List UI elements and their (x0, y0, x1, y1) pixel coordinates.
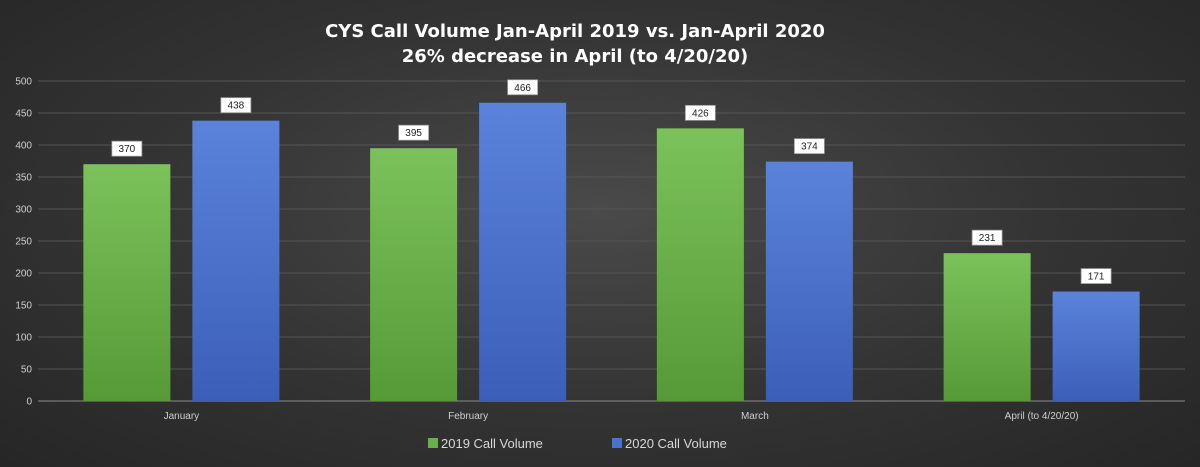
data-label: 231 (979, 233, 996, 244)
y-tick-label: 250 (15, 237, 32, 248)
data-label-box (507, 79, 539, 96)
y-tick-label: 300 (15, 205, 32, 216)
legend-swatch (428, 438, 438, 448)
bar-2019-0 (83, 164, 171, 401)
x-tick-label: January (164, 411, 200, 422)
chart-title: CYS Call Volume Jan-April 2019 vs. Jan-A… (325, 21, 825, 42)
data-label-box (793, 138, 825, 155)
bar-2020-1 (479, 102, 567, 401)
y-tick-label: 100 (15, 333, 32, 344)
y-axis: 0 50 100 150 200 250 300 350 400 450 500 (15, 77, 32, 408)
bar-2020-2 (765, 161, 853, 401)
y-tick-label: 500 (15, 77, 32, 88)
bar-2019-2 (656, 128, 744, 402)
legend-swatch (612, 438, 622, 448)
data-label-box (398, 124, 430, 141)
y-tick-label: 350 (15, 173, 32, 184)
y-tick-label: 450 (15, 109, 32, 120)
y-tick-label: 400 (15, 141, 32, 152)
bar-2020-0 (192, 120, 280, 402)
data-label: 374 (801, 142, 818, 153)
legend-label: 2019 Call Volume (441, 436, 543, 451)
data-label: 370 (119, 144, 136, 155)
bar-2019-1 (370, 148, 458, 401)
data-label-box (220, 97, 252, 114)
bar-2019-3 (943, 253, 1031, 401)
legend: 2019 Call Volume 2020 Call Volume (428, 436, 727, 451)
data-label-box (1080, 268, 1112, 284)
data-label: 426 (692, 108, 709, 119)
bars: 370 438 395 466 426 374 231 171 (83, 79, 1140, 402)
data-label: 438 (228, 101, 245, 112)
legend-label: 2020 Call Volume (625, 436, 727, 451)
x-tick-label: April (to 4/20/20) (1005, 411, 1079, 422)
chart-subtitle: 26% decrease in April (to 4/20/20) (402, 46, 749, 67)
y-tick-label: 150 (15, 301, 32, 312)
data-label: 395 (405, 128, 422, 139)
bar-2020-3 (1052, 291, 1140, 401)
data-label: 171 (1088, 272, 1105, 283)
x-tick-label: February (448, 411, 488, 422)
data-label: 466 (514, 83, 531, 94)
x-axis: January February March April (to 4/20/20) (164, 411, 1079, 422)
y-tick-label: 50 (21, 365, 33, 376)
data-label-box (111, 140, 143, 157)
data-label-box (684, 104, 716, 121)
y-tick-label: 0 (26, 397, 32, 408)
y-tick-label: 200 (15, 269, 32, 280)
data-label-box (971, 229, 1003, 246)
x-tick-label: March (741, 411, 769, 422)
